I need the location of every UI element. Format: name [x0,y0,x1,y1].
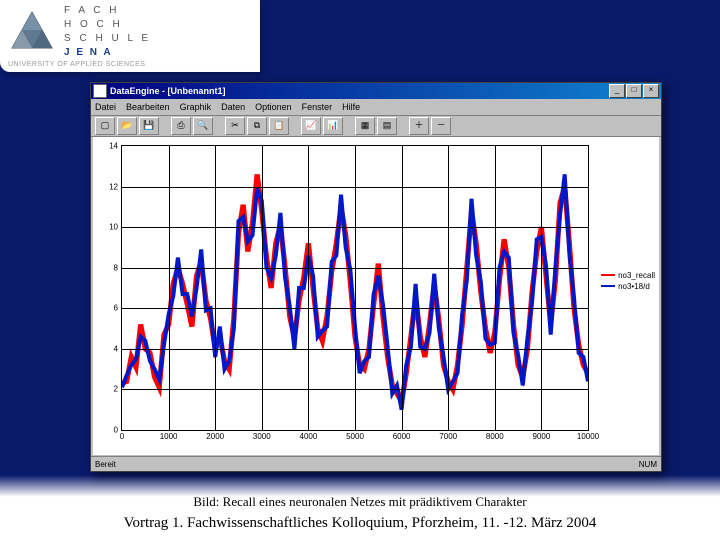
grid1-button[interactable]: ▦ [355,117,375,135]
y-tick-label: 2 [114,385,122,394]
menu-datei[interactable]: Datei [95,102,116,112]
y-tick-label: 4 [114,344,122,353]
x-tick-label: 0 [120,430,124,441]
legend-label: no3•18/d [618,282,650,291]
x-tick-label: 10000 [577,430,599,441]
grid-line-v [308,146,309,430]
grid2-button[interactable]: ▤ [377,117,397,135]
x-tick-label: 1000 [160,430,178,441]
window-controls: _ □ × [609,84,659,98]
chart2-button[interactable]: 📊 [323,117,343,135]
logo-line-4: J E N A [64,46,151,60]
x-tick-label: 9000 [532,430,550,441]
menubar: Datei Bearbeiten Graphik Daten Optionen Fenst… [91,99,661,116]
x-tick-label: 3000 [253,430,271,441]
institution-header: F A C H H O C H S C H U L E J E N A UNIV… [0,0,260,72]
y-tick-label: 6 [114,304,122,313]
y-tick-label: 12 [109,182,122,191]
menu-graphik[interactable]: Graphik [180,102,212,112]
menu-optionen[interactable]: Optionen [255,102,292,112]
logo-line-2: H O C H [64,18,151,32]
legend-swatch-icon [601,274,615,276]
new-button[interactable]: ▢ [95,117,115,135]
print-button[interactable]: ⎙ [171,117,191,135]
footer: Vortrag 1. Fachwissenschaftliches Kolloq… [0,515,720,532]
menu-hilfe[interactable]: Hilfe [342,102,360,112]
paste-button[interactable]: 📋 [269,117,289,135]
x-tick-label: 6000 [393,430,411,441]
grid-line-v [169,146,170,430]
x-tick-label: 8000 [486,430,504,441]
copy-button[interactable]: ⧉ [247,117,267,135]
logo-box: F A C H H O C H S C H U L E J E N A [8,4,151,60]
legend: no3_recall no3•18/d [601,271,655,293]
menu-daten[interactable]: Daten [221,102,245,112]
cut-button[interactable]: ✂ [225,117,245,135]
x-tick-label: 5000 [346,430,364,441]
logo-line-1: F A C H [64,4,151,18]
statusbar: Bereit NUM [91,456,661,471]
app-icon [93,84,107,98]
x-tick-label: 2000 [206,430,224,441]
toolbar: ▢📂💾 ⎙🔍 ✂⧉📋 📈📊 ▦▤ ＋－ [91,116,661,137]
x-tick-label: 4000 [299,430,317,441]
legend-item: no3_recall [601,271,655,280]
legend-item: no3•18/d [601,282,655,291]
plot-box: 0246810121401000200030004000500060007000… [121,145,589,431]
slide: F A C H H O C H S C H U L E J E N A UNIV… [0,0,720,540]
legend-swatch-icon [601,285,615,287]
logo-line-3: S C H U L E [64,32,151,46]
save-button[interactable]: 💾 [139,117,159,135]
institution-name: F A C H H O C H S C H U L E J E N A [64,4,151,60]
grid-line-v [262,146,263,430]
grid-line-v [355,146,356,430]
titlebar-left: DataEngine - [Unbenannt1] [93,84,226,98]
status-right: NUM [639,460,657,469]
grid-line-v [541,146,542,430]
open-button[interactable]: 📂 [117,117,137,135]
status-left: Bereit [95,460,116,469]
minimize-button[interactable]: _ [609,84,625,98]
menu-bearbeiten[interactable]: Bearbeiten [126,102,170,112]
zoom-in-button[interactable]: ＋ [409,117,429,135]
legend-label: no3_recall [618,271,655,280]
titlebar[interactable]: DataEngine - [Unbenannt1] _ □ × [91,83,661,99]
maximize-button[interactable]: □ [626,84,642,98]
x-tick-label: 7000 [439,430,457,441]
zoom-out-button[interactable]: － [431,117,451,135]
caption: Bild: Recall eines neuronalen Netzes mit… [0,494,720,510]
y-tick-label: 14 [109,142,122,151]
y-tick-label: 10 [109,223,122,232]
y-tick-label: 8 [114,263,122,272]
grid-line-v [215,146,216,430]
app-window: DataEngine - [Unbenannt1] _ □ × Datei Bea… [90,82,662,472]
grid-line-v [448,146,449,430]
institution-logo-icon [8,8,56,56]
preview-button[interactable]: 🔍 [193,117,213,135]
chart1-button[interactable]: 📈 [301,117,321,135]
institution-subtitle: UNIVERSITY OF APPLIED SCIENCES [8,61,145,68]
grid-line-v [402,146,403,430]
close-button[interactable]: × [643,84,659,98]
window-title: DataEngine - [Unbenannt1] [110,86,226,96]
chart-area: 0246810121401000200030004000500060007000… [93,137,659,455]
menu-fenster[interactable]: Fenster [302,102,333,112]
grid-line-v [495,146,496,430]
